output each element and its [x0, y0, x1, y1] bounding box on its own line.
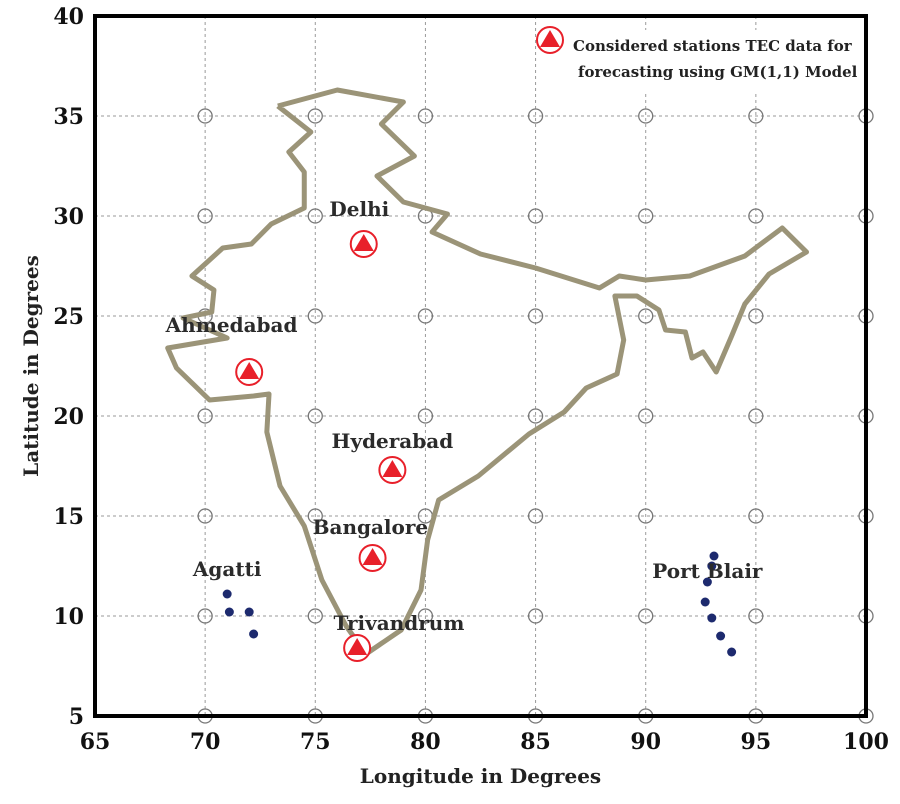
graticule-node — [527, 408, 544, 424]
station-hyderabad — [378, 456, 407, 484]
x-tick-label: 90 — [630, 729, 661, 755]
graticule-node — [417, 608, 434, 624]
graticule-node — [197, 608, 213, 624]
graticule-node — [307, 108, 323, 124]
island-dot — [244, 607, 254, 617]
graticule-node — [638, 308, 654, 324]
y-tick-label: 5 — [69, 704, 84, 730]
city-label-port-blair: Port Blair — [652, 559, 763, 583]
y-tick-label: 25 — [53, 304, 84, 330]
station-delhi — [349, 230, 378, 258]
graticule-node — [527, 308, 544, 324]
station-trivandrum — [343, 634, 372, 662]
grid-layer — [95, 16, 874, 724]
graticule-node — [197, 208, 213, 224]
island-dot — [222, 589, 232, 599]
city-label-bangalore: Bangalore — [313, 515, 429, 539]
legend-line-2: forecasting using GM(1,1) Model — [578, 63, 858, 81]
graticule-node — [527, 108, 544, 124]
graticule-node — [307, 308, 323, 324]
x-tick-label: 70 — [190, 729, 221, 755]
city-label-hyderabad: Hyderabad — [332, 429, 454, 453]
island-dot — [700, 597, 710, 607]
city-label-agatti: Agatti — [192, 557, 262, 581]
graticule-node — [307, 408, 323, 424]
y-tick-label: 40 — [53, 4, 84, 30]
station-ahmedabad — [235, 358, 264, 386]
y-tick-label: 30 — [53, 204, 84, 230]
graticule-node — [197, 408, 213, 424]
graticule-node — [748, 508, 764, 524]
legend: Considered stations TEC data for forecast… — [536, 26, 865, 94]
x-tick-label: 100 — [843, 729, 889, 755]
graticule-node — [638, 208, 654, 224]
station-marker-triangle — [353, 234, 374, 251]
graticule-node — [748, 308, 764, 324]
island-dot — [727, 647, 737, 657]
graticule-node — [748, 408, 764, 424]
graticule-node — [417, 308, 434, 324]
graticule-node — [527, 208, 544, 224]
graticule-node — [527, 608, 544, 624]
india-boundary — [165, 87, 810, 657]
station-marker-triangle — [540, 30, 560, 47]
graticule-node — [638, 408, 654, 424]
island-dot — [224, 607, 234, 617]
x-tick-label: 95 — [741, 729, 772, 755]
legend-line-1: Considered stations TEC data for — [573, 37, 853, 55]
city-labels: Delhi Ahmedabad Hyderabad Bangalore Trivandr… — [165, 197, 763, 635]
island-dot — [707, 613, 717, 623]
graticule-node — [307, 508, 323, 524]
x-tick-label: 75 — [300, 729, 331, 755]
city-label-ahmedabad: Ahmedabad — [165, 313, 298, 337]
graticule-node — [638, 608, 654, 624]
legend-box — [560, 30, 865, 94]
city-label-delhi: Delhi — [329, 197, 389, 221]
station-markers — [235, 230, 407, 662]
graticule-node — [748, 108, 764, 124]
graticule-node — [748, 608, 764, 624]
island-dot — [702, 577, 712, 587]
x-tick-label: 80 — [410, 729, 441, 755]
graticule-node — [417, 408, 434, 424]
island-dots — [222, 551, 737, 657]
tick-labels: 65 70 75 80 85 90 95 100 5 10 15 20 25 30 35 40 — [53, 4, 889, 755]
graticule-node — [197, 508, 213, 524]
island-dot — [716, 631, 726, 641]
island-dot — [249, 629, 259, 639]
india-outline — [165, 87, 810, 657]
x-tick-label: 85 — [520, 729, 551, 755]
station-marker-triangle — [347, 638, 368, 655]
x-axis-title: Longitude in Degrees — [360, 764, 601, 788]
x-tick-label: 65 — [80, 729, 111, 755]
station-marker-triangle — [239, 362, 260, 379]
graticule-node — [638, 508, 654, 524]
plot-frame — [93, 14, 868, 718]
y-tick-label: 35 — [53, 104, 84, 130]
island-dot — [709, 551, 719, 561]
island-dot — [707, 561, 717, 571]
station-bangalore — [358, 544, 387, 572]
graticule-node — [748, 208, 764, 224]
y-axis-title: Latitude in Degrees — [19, 255, 43, 477]
station-marker-triangle — [382, 460, 403, 477]
graticule-node — [527, 508, 544, 524]
station-marker-triangle — [362, 548, 383, 565]
graticule-node — [638, 108, 654, 124]
graticule-node — [307, 608, 323, 624]
city-label-trivandrum: Trivandrum — [334, 611, 465, 635]
graticule-node — [417, 108, 434, 124]
graticule-node — [197, 108, 213, 124]
legend-marker — [536, 26, 564, 54]
graticule-node — [307, 208, 323, 224]
y-tick-label: 20 — [53, 404, 84, 430]
y-tick-label: 15 — [53, 504, 84, 530]
y-tick-label: 10 — [53, 604, 84, 630]
